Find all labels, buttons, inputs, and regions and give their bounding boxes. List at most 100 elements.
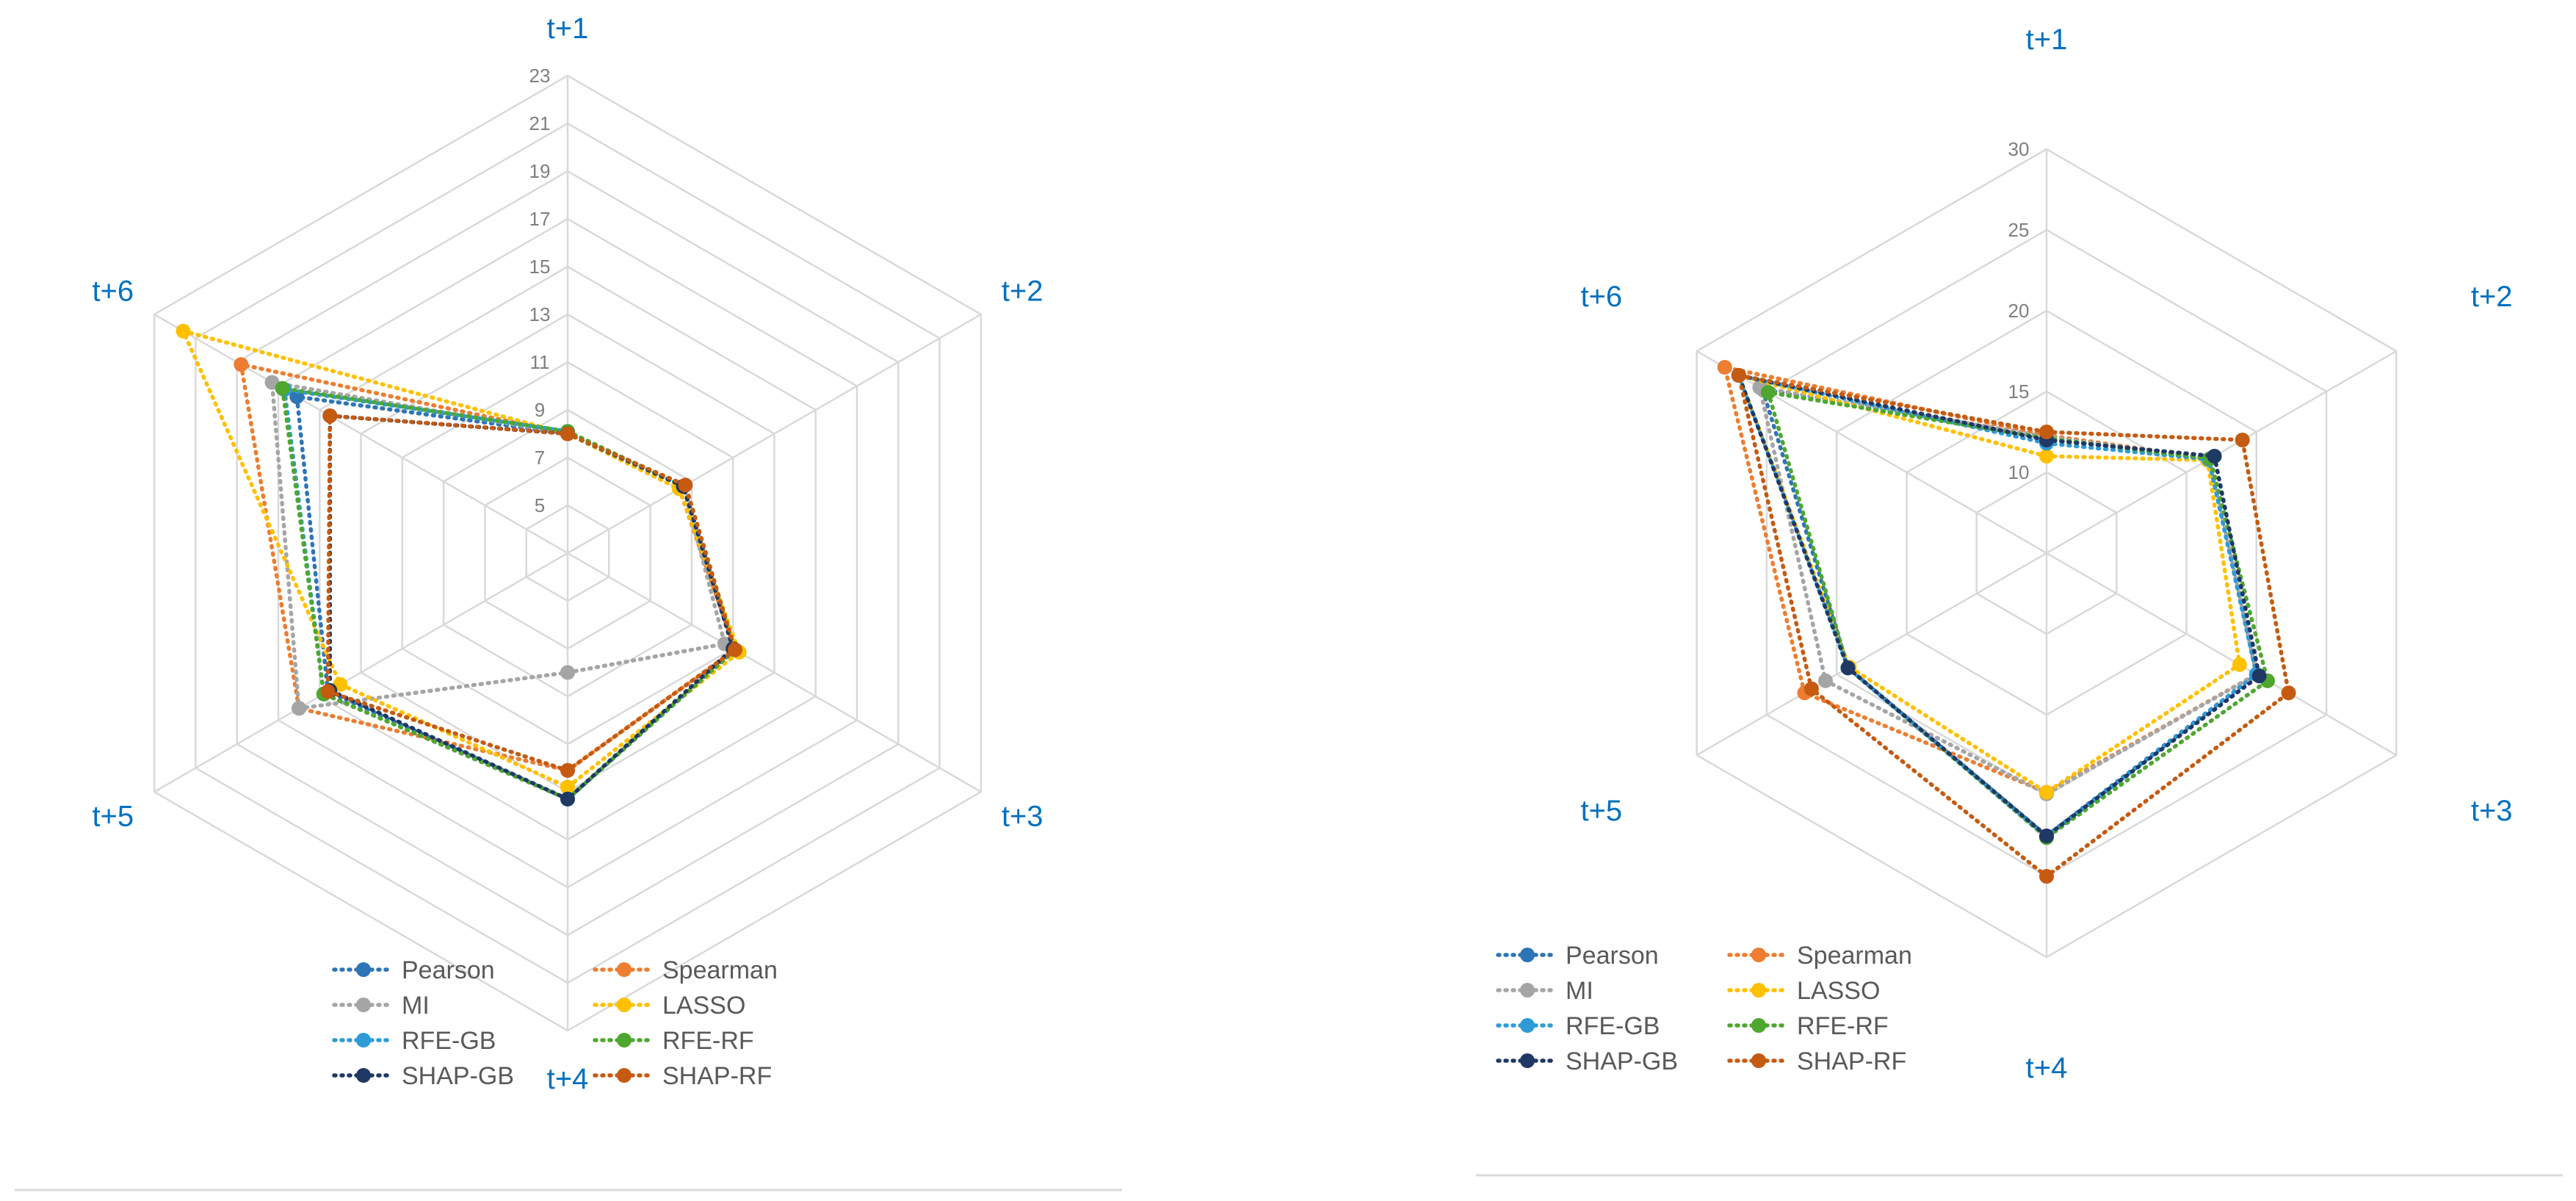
legend-label: SHAP-RF [662,1062,772,1090]
legend-item: MI [1496,977,1593,1005]
data-point [2039,785,2054,800]
data-point [1840,660,1856,676]
legend-item: LASSO [1727,977,1880,1005]
legend-marker [356,998,371,1012]
legend-marker [1520,1018,1535,1033]
series-line [294,394,737,801]
series-line [1737,373,2291,879]
legend-marker [1751,948,1766,962]
axis-label-tplus6: t+6 [92,275,134,308]
series-line [282,387,737,801]
series-shap-rf [320,408,742,778]
legend-item: SHAP-GB [1496,1047,1678,1075]
axis-spoke [1696,350,2047,555]
legend-label: LASSO [1797,977,1880,1005]
axis-label-tplus5: t+5 [92,801,134,833]
axis-spoke [567,552,982,793]
legend-item: RFE-RF [593,1027,754,1055]
data-point [728,642,742,657]
legend-label: Pearson [402,956,495,984]
data-point [1803,681,1819,696]
series-lasso [176,323,747,795]
data-point [275,381,290,396]
data-point [560,665,575,680]
legend-item: SHAP-RF [593,1062,772,1090]
axis-spoke [153,313,568,555]
radar-chart-left: 5 7 9 11 13 15 17 19 21 23 t+1 t+2 t+3 t+4 t+5 t+6 Pears… [92,12,1043,1095]
legend-item: Pearson [1496,942,1659,970]
legend-marker [1520,983,1535,998]
legend-label: LASSO [662,992,745,1020]
legend-label: RFE-RF [662,1027,754,1055]
legend-label: MI [402,992,430,1020]
data-point [292,701,307,716]
axis-label-tplus3: t+3 [2471,795,2513,827]
data-point [2281,685,2296,701]
data-point [2039,449,2054,464]
legend-item: SHAP-GB [332,1062,514,1090]
tick-label: 21 [529,112,551,134]
axis-label-tplus3: t+3 [1002,801,1043,833]
tick-label: 11 [530,351,550,373]
tick-label: 17 [529,208,551,230]
legend-item: RFE-GB [332,1027,496,1055]
axis-spoke [2046,552,2397,757]
legend: Pearson Spearman MI LASSO RFE-GB RFE-RF SHAP-G… [1496,942,1912,1075]
data-point [176,323,191,339]
tick-label: 9 [535,399,545,421]
data-point [678,477,693,493]
data-point [560,762,575,778]
axis-spoke [1696,552,2047,757]
legend-marker [1520,948,1535,962]
series-line [328,414,735,801]
axis-spoke [2046,350,2397,555]
data-point [560,779,575,795]
legend-label: Spearman [1797,942,1912,970]
legend-marker [356,962,371,977]
data-point [1731,368,1746,383]
series-line [269,380,727,711]
axis-spoke [153,552,568,793]
series-shap-rf [1731,368,2296,884]
tick-label: 13 [529,303,551,325]
legend-marker [1751,1053,1766,1068]
series-pearson [289,389,742,807]
legend-marker [617,962,632,977]
axis-label-tplus6: t+6 [1580,281,1622,313]
axis-label-tplus4: t+4 [547,1063,589,1095]
data-point [2039,869,2054,884]
data-point [1760,385,1776,400]
legend-item: SHAP-RF [1727,1047,1906,1075]
legend-marker [1751,1018,1766,1033]
axis-label-tplus2: t+2 [1002,275,1043,308]
data-point [2039,829,2054,843]
tick-label: 25 [2008,219,2030,241]
legend-item: RFE-RF [1727,1012,1889,1040]
tick-label: 10 [2008,461,2030,483]
tick-label: 19 [529,160,551,182]
legend-item: RFE-GB [1496,1012,1660,1040]
axis-label-tplus4: t+4 [2026,1052,2068,1084]
axis-label-tplus5: t+5 [1580,795,1622,827]
data-point [2251,668,2267,684]
series-lasso [1731,368,2247,800]
legend-item: Pearson [332,956,495,984]
series-shap-gb [322,408,741,807]
data-point [2207,449,2222,464]
legend-marker [617,998,632,1012]
tick-label: 30 [2008,138,2030,160]
data-point [322,408,338,424]
legend-item: Spearman [593,956,778,984]
tick-label: 20 [2008,300,2030,322]
data-point [1717,360,1732,375]
tick-label: 23 [529,65,551,87]
legend-marker [1520,1053,1535,1068]
legend-label: RFE-GB [1566,1012,1660,1040]
legend-label: Spearman [662,956,778,984]
axis-label-tplus1: t+1 [2026,24,2068,56]
data-point [560,426,575,441]
axis-spoke [567,313,982,555]
legend-marker [356,1068,371,1083]
data-point [2039,425,2054,439]
